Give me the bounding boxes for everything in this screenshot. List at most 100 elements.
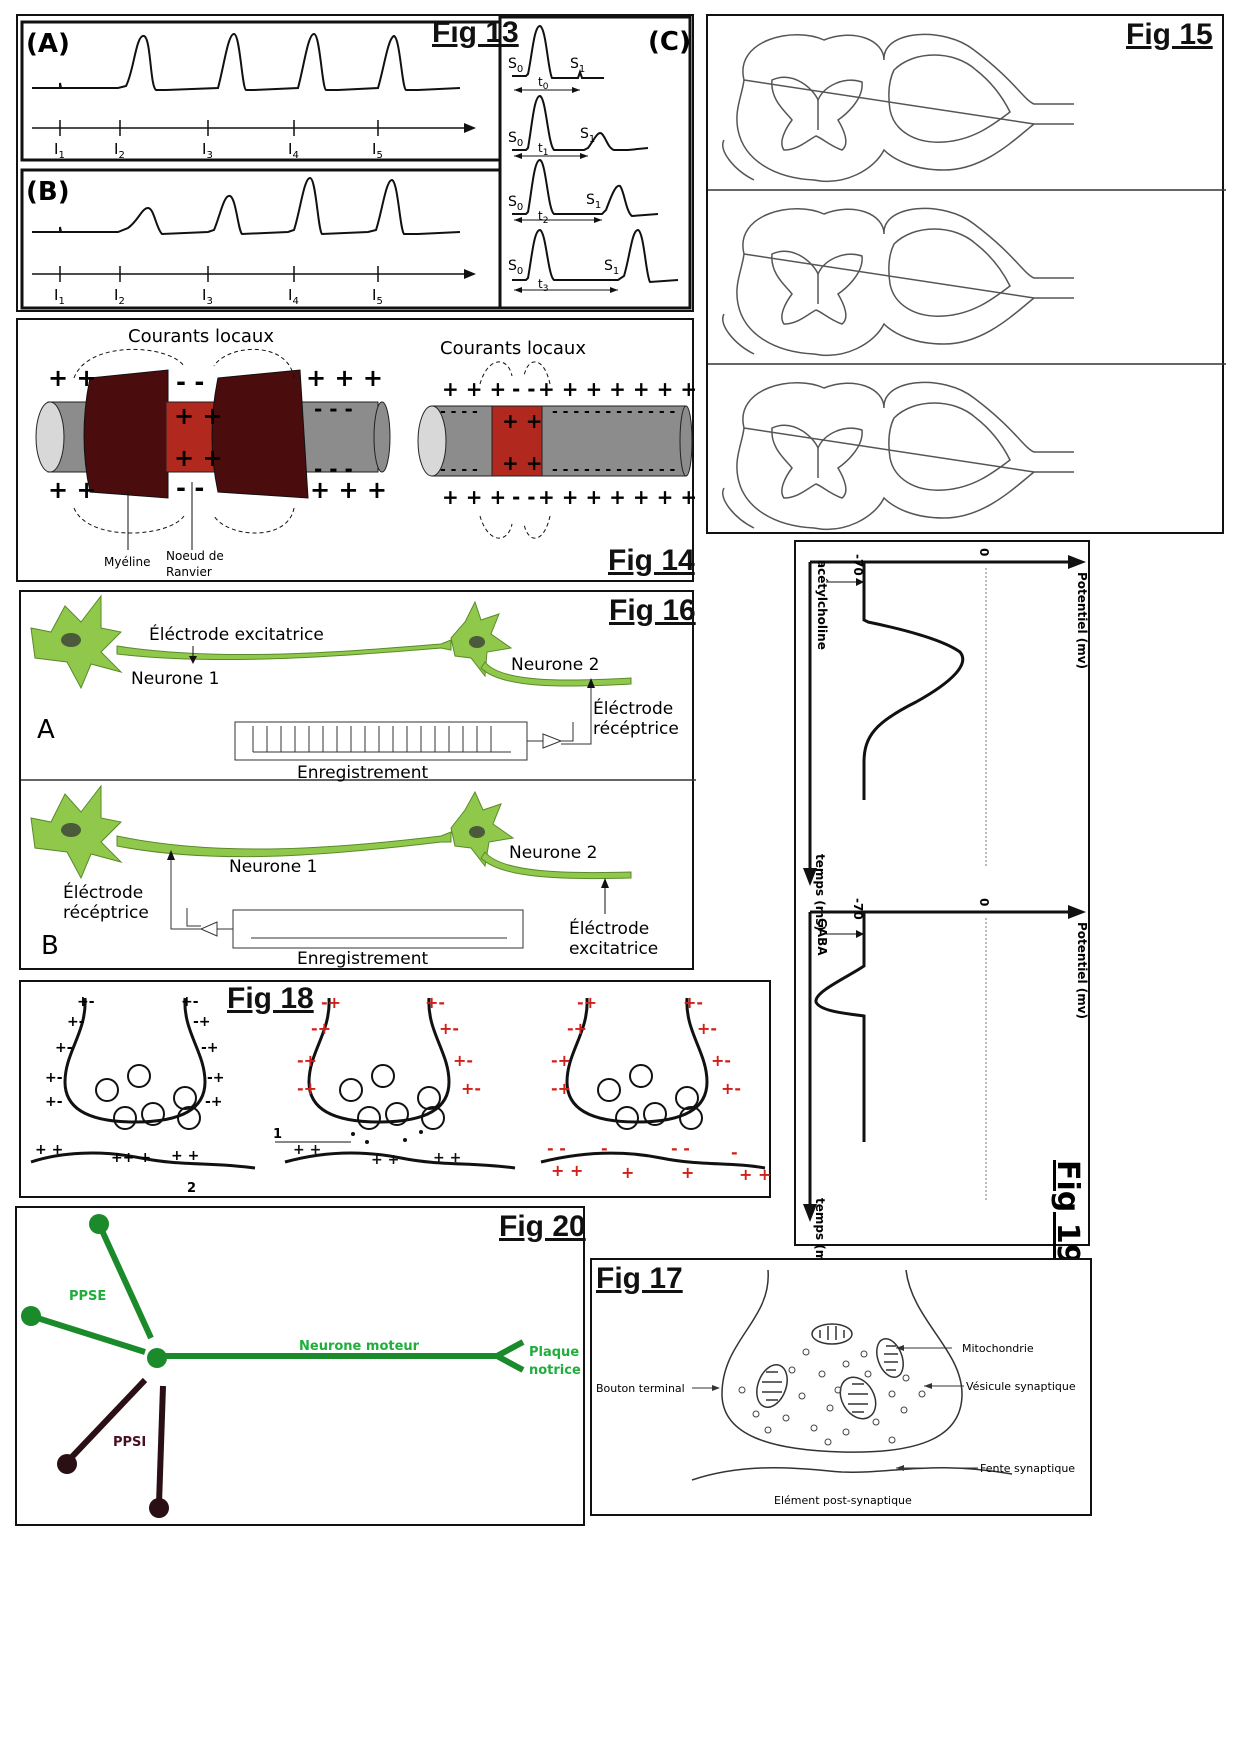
fig16-a-recording-box: [234, 721, 528, 761]
fig15-panel: Fig 15: [706, 14, 1226, 534]
fig19-bottom-substance: GABA: [815, 918, 829, 956]
fig16-a-recep-1: Éléctrode: [593, 697, 673, 719]
fig13-a-stim-5: I5: [372, 140, 383, 161]
fig13-title: Fig 13: [432, 16, 519, 49]
svg-text:++ +: ++ +: [111, 1150, 151, 1166]
fig16-b-neurons: [30, 784, 632, 880]
svg-text:+ + +: + + +: [442, 377, 506, 401]
svg-text:- -: - -: [176, 474, 204, 502]
svg-text:+-: +-: [453, 1051, 473, 1070]
svg-text:-+: -+: [577, 993, 597, 1012]
svg-text:+ +: + +: [293, 1142, 321, 1158]
fig13-drawing: I1 I2 I3 I4 I5 I1 I2 I3 I4 I5 (A) (B) (C…: [20, 15, 692, 310]
svg-text:- - - -: - - - -: [440, 404, 478, 420]
svg-text:t2: t2: [538, 209, 548, 226]
svg-text:-+: -+: [321, 993, 341, 1012]
svg-text:+-: +-: [697, 1019, 717, 1038]
fig14-right-heading: Courants locaux: [440, 338, 586, 359]
fig14-left-charges: + + + + - - - - + + + + + + + + + + - - - - -…: [48, 364, 387, 504]
fig13-box-a: [20, 20, 502, 162]
svg-text:+: +: [621, 1163, 634, 1182]
fig13-label-b: (B): [26, 177, 70, 207]
svg-text:+ +: + +: [551, 1161, 583, 1180]
fig18-terminal-exocytosis: -+ -+ -+ -+ +- +- +- +- + + + + + +: [284, 993, 516, 1170]
svg-text:+-: +-: [439, 1019, 459, 1038]
svg-text:- - - -: - - - -: [440, 462, 478, 478]
svg-text:S0: S0: [508, 56, 523, 75]
fig17-post-label: Elément post-synaptique: [774, 1494, 912, 1507]
fig20-inhibitory-neurons: [66, 1377, 166, 1505]
svg-text:+ + +: + + +: [306, 364, 383, 392]
fig20-excitatory-neurons: [30, 1222, 525, 1373]
fig13-panel: I1 I2 I3 I4 I5 I1 I2 I3 I4 I5 (A) (B) (C…: [16, 14, 694, 312]
fig17-drawing: Mitochondrie Bouton terminal Vésicule sy…: [596, 1269, 1076, 1507]
svg-text:+-: +-: [45, 1070, 63, 1086]
fig16-title: Fig 16: [609, 594, 696, 627]
fig15-spinal-cord-3: [721, 381, 1075, 531]
fig20-motor-label: Neurone moteur: [299, 1339, 420, 1354]
svg-text:- -: - -: [512, 485, 536, 509]
fig16-b-recep-1: Éléctrode: [63, 881, 143, 903]
fig19-acetylcholine-trace: [862, 562, 965, 800]
svg-text:t3: t3: [538, 277, 548, 294]
fig19-top-v-zero: 0: [977, 548, 991, 556]
svg-text:+ +: + +: [171, 1148, 199, 1164]
fig19-bottom-x-axis: temps (ms): [813, 1198, 827, 1275]
fig14-myelin-2: [211, 369, 309, 499]
svg-text:-+: -+: [311, 1019, 331, 1038]
svg-text:-+: -+: [551, 1079, 571, 1098]
fig13-c-row-4: S0 S1 t3: [508, 228, 679, 294]
fig16-a-neuron2: Neurone 2: [511, 655, 599, 675]
fig13-b-stim-2: I2: [114, 286, 125, 307]
svg-text:+: +: [681, 1163, 694, 1182]
fig20-inhibitory-soma-1: [57, 1454, 77, 1474]
fig17-title: Fig 17: [596, 1262, 683, 1295]
fig17-terminal-outline: [721, 1269, 963, 1453]
fig20-excitatory-soma-1: [89, 1214, 109, 1234]
svg-text:- -: - -: [671, 1139, 690, 1158]
fig13-a-stim-2: I2: [114, 140, 125, 161]
fig18-label-2: 2: [187, 1181, 196, 1196]
svg-text:-+: -+: [297, 1051, 317, 1070]
fig20-title: Fig 20: [499, 1210, 586, 1243]
svg-text:- - - - - - - - - - - -: - - - - - - - - - - - -: [552, 404, 676, 420]
fig16-a-neuron1: Neurone 1: [131, 669, 219, 689]
svg-text:+ +: + +: [48, 364, 97, 392]
fig17-cleft-label: Fente synaptique: [980, 1462, 1075, 1475]
svg-text:S1: S1: [570, 56, 585, 75]
fig16-b-neuron2: Neurone 2: [509, 843, 597, 863]
fig15-spinal-cord-2: [721, 207, 1075, 357]
svg-text:+ +: + +: [35, 1142, 63, 1158]
fig20-plate-label-2: notrice: [529, 1363, 581, 1378]
svg-text:+-: +-: [425, 993, 445, 1012]
fig14-unmyelinated-axon: [417, 405, 693, 477]
fig20-inhibitory-soma-2: [149, 1498, 169, 1518]
svg-text:S0: S0: [508, 130, 523, 149]
fig16-drawing: Éléctrode excitatrice Neurone 1 Neurone …: [21, 594, 696, 969]
fig13-c-row-2: S0 S1 t1: [508, 94, 649, 159]
fig16-b-recording-box: [232, 909, 524, 949]
fig16-b-letter: B: [41, 931, 59, 961]
svg-text:+ +: + +: [502, 409, 542, 433]
svg-text:- - -: - - -: [314, 397, 353, 421]
svg-text:+-: +-: [683, 993, 703, 1012]
svg-text:- -: - -: [512, 377, 536, 401]
fig13-b-stim-3: I3: [202, 286, 213, 307]
fig16-a-spike-train: [252, 726, 511, 753]
svg-text:S0: S0: [508, 258, 523, 277]
svg-text:-+: -+: [207, 1070, 225, 1086]
fig19-bottom-v-start: -70: [851, 898, 865, 920]
fig13-c-row-1: S0 S1 t0: [508, 24, 604, 93]
fig15-drawing: [708, 33, 1226, 531]
fig18-drawing: +-+-+-+-+- +--+-+-+-+ + + ++ + + + 2 -+-+-…: [30, 993, 771, 1196]
svg-text:-+: -+: [567, 1019, 587, 1038]
svg-text:+ + +: + + +: [310, 476, 387, 504]
svg-text:-+: -+: [551, 1051, 571, 1070]
fig20-plate-label-1: Plaque: [529, 1345, 579, 1360]
fig13-box-b: [20, 168, 502, 310]
fig17-terminal-label: Bouton terminal: [596, 1382, 685, 1395]
svg-text:+ +: + +: [174, 444, 223, 472]
fig14-right-charges: + + + - - + + + + + + + + + + + + + + - - + …: [440, 377, 792, 509]
fig20-ppsi-label: PPSI: [113, 1435, 146, 1450]
svg-text:+ +: + +: [739, 1165, 771, 1184]
